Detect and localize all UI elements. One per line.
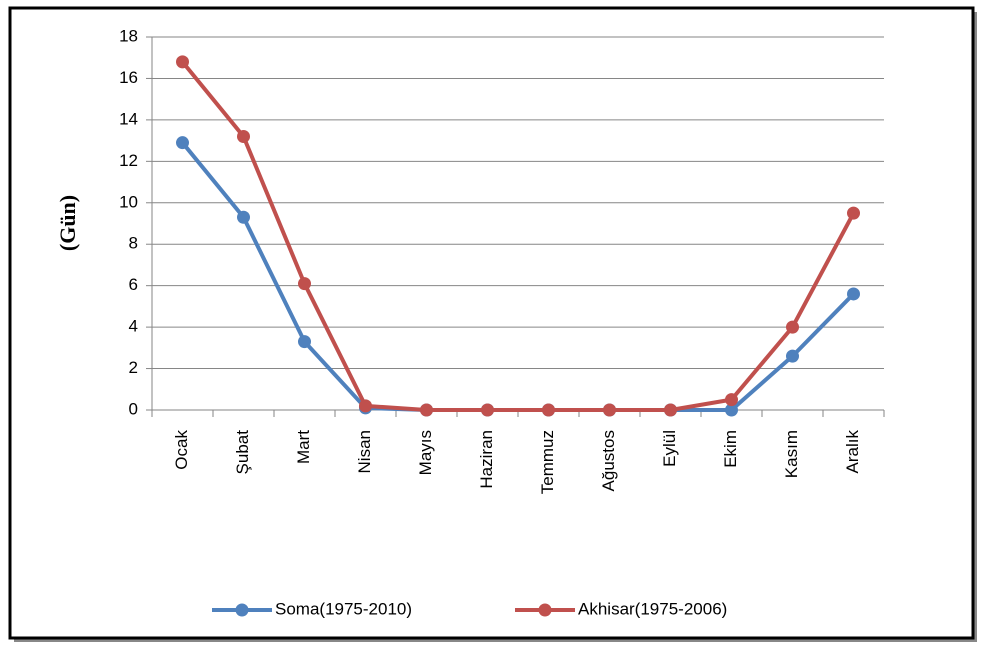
legend-label: Akhisar(1975-2006) [578,599,727,618]
legend-marker [235,603,249,617]
point [786,320,799,334]
point [664,403,677,417]
point [603,403,616,417]
point [786,349,799,363]
x-tick-label: Nisan [355,430,374,473]
y-tick-label: 4 [129,317,138,336]
x-tick-label: Ekim [721,430,740,468]
x-tick-label: Aralık [843,430,862,474]
y-tick-label: 6 [129,275,138,294]
point [481,403,494,417]
x-tick-label: Kasım [782,430,801,478]
point [237,210,250,224]
point [725,393,738,407]
series-line [180,60,856,412]
legend-marker [538,603,552,617]
y-tick-label: 10 [119,192,138,211]
y-tick-label: 0 [129,399,138,418]
x-tick-label: Temmuz [538,430,557,494]
x-tick-label: Ocak [172,430,191,470]
y-tick-label: 12 [119,151,138,170]
legend-label: Soma(1975-2010) [275,599,412,618]
point [542,403,555,417]
point [237,129,250,143]
y-axis-label: (Gün) [55,195,80,251]
y-tick-label: 8 [129,234,138,253]
point [725,403,738,417]
x-tick-label: Haziran [477,430,496,489]
y-tick-label: 16 [119,68,138,87]
point [298,335,311,349]
point [847,287,860,301]
y-tick-label: 2 [129,358,138,377]
point [176,136,189,150]
frame [8,6,975,640]
x-tick-label: Şubat [233,430,252,475]
y-tick-label: 18 [119,26,138,45]
point [359,399,372,413]
point [176,55,189,69]
y-tick-label: 14 [119,109,138,128]
x-tick-label: Ağustos [599,430,618,491]
point [420,403,433,417]
x-tick-label: Mayıs [416,430,435,475]
point [298,277,311,291]
x-tick-label: Eylül [660,430,679,467]
point [847,206,860,220]
x-tick-label: Mart [294,430,313,464]
